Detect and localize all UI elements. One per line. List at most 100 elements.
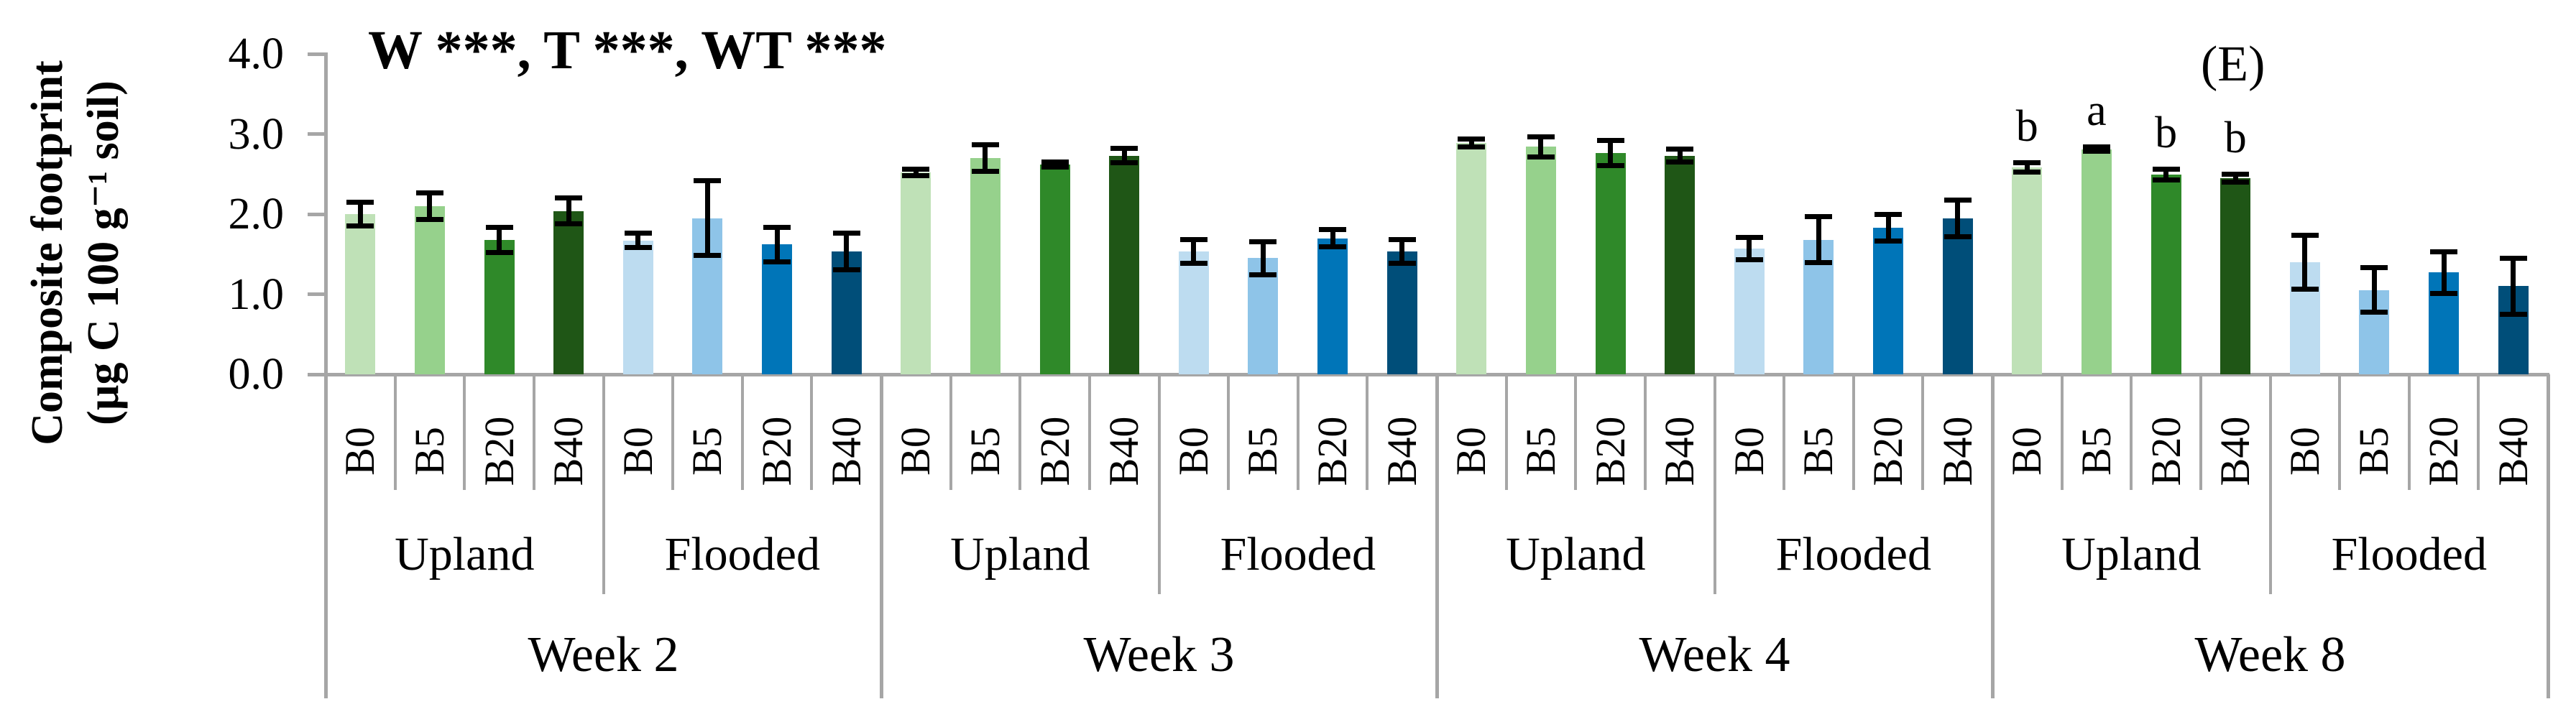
x-label-week8-upland-b20: B20 (2142, 416, 2189, 486)
y-axis-tick (308, 212, 326, 216)
cell-separator (1296, 374, 1300, 490)
error-bar-cap-bottom (2291, 287, 2319, 292)
x-label-week2-flooded-b40: B40 (822, 416, 870, 486)
bar-week3-flooded-b5 (1248, 258, 1279, 374)
error-bar-cap-top (2152, 167, 2180, 172)
x-label-week8-flooded-b0: B0 (2281, 427, 2328, 476)
error-bar-cap-top (2291, 232, 2319, 238)
error-bar-week2-flooded-b5 (694, 177, 722, 259)
bar-week4-flooded-b20 (1873, 228, 1904, 374)
x-label-week8-upland-b0: B0 (2003, 427, 2051, 476)
error-bar-line (1468, 136, 1474, 149)
error-bar-cap-top (902, 167, 930, 172)
water-label-week2-flooded: Flooded (664, 528, 820, 580)
x-label-week8-flooded-b40: B40 (2489, 416, 2536, 486)
x-label-week4-upland-b5: B5 (1517, 427, 1564, 476)
x-label-week8-flooded-b20: B20 (2420, 416, 2467, 486)
error-bar-week2-flooded-b40 (832, 231, 860, 273)
x-label-week8-flooded-b5: B5 (2350, 427, 2398, 476)
error-bar-line (2441, 249, 2447, 296)
x-label-week4-flooded-b5: B5 (1795, 427, 1842, 476)
error-bar-cap-bottom (1596, 163, 1624, 169)
x-label-week4-flooded-b20: B20 (1864, 416, 1912, 486)
error-bar-line (1538, 134, 1544, 160)
bar-week8-upland-b5 (2081, 149, 2112, 374)
cell-separator (1852, 374, 1855, 490)
error-bar-line (427, 190, 433, 223)
error-bar-cap-bottom (1458, 144, 1486, 149)
bar-week2-upland-b40 (553, 211, 584, 374)
x-label-week3-upland-b0: B0 (892, 427, 939, 476)
y-axis-tick (308, 372, 326, 376)
error-bar-cap-bottom (1944, 233, 1972, 239)
error-bar-line (1608, 138, 1614, 169)
error-bar-cap-bottom (971, 169, 999, 175)
week-label-week3: Week 3 (1083, 627, 1235, 683)
error-bar-week4-flooded-b20 (1874, 211, 1903, 244)
y-axis-tick (308, 52, 326, 56)
error-bar-week2-upland-b5 (415, 190, 443, 223)
group-separator (602, 374, 605, 594)
error-bar-week2-upland-b0 (346, 199, 374, 228)
error-bar-week8-upland-b40 (2222, 171, 2250, 185)
bar-week4-flooded-b0 (1734, 248, 1765, 374)
x-label-week4-flooded-b40: B40 (1933, 416, 1981, 486)
error-bar-week3-upland-b0 (902, 167, 930, 178)
bar-week8-upland-b40 (2220, 177, 2251, 374)
cell-separator (532, 374, 535, 490)
error-bar-week8-flooded-b5 (2360, 265, 2388, 315)
error-bar-cap-bottom (694, 253, 722, 259)
cell-separator (2338, 374, 2342, 490)
error-bar-cap-top (694, 177, 722, 183)
y-tick-label: 1.0 (228, 269, 285, 319)
error-bar-line (357, 199, 363, 228)
error-bar-cap-top (485, 224, 513, 230)
bar-week3-flooded-b20 (1317, 238, 1348, 374)
error-bar-cap-top (1805, 214, 1833, 219)
water-label-week3-upland: Upland (950, 528, 1090, 580)
error-bar-line (2163, 167, 2169, 183)
error-bar-cap-bottom (555, 221, 583, 226)
week-label-week4: Week 4 (1639, 627, 1790, 683)
error-bar-cap-bottom (902, 172, 930, 178)
bar-week4-upland-b0 (1456, 142, 1487, 374)
x-label-week4-upland-b0: B0 (1448, 427, 1495, 476)
error-bar-week2-upland-b40 (555, 195, 583, 226)
error-bar-cap-top (1944, 197, 1972, 203)
error-bar-line (844, 231, 850, 273)
cell-separator (2199, 374, 2202, 490)
error-bar-line (2302, 232, 2308, 292)
x-label-week2-flooded-b5: B5 (684, 427, 731, 476)
error-bar-week4-upland-b5 (1527, 134, 1555, 160)
error-bar-week8-flooded-b40 (2499, 256, 2527, 317)
error-bar-cap-top (1735, 235, 1763, 240)
error-bar-week8-flooded-b20 (2430, 249, 2458, 296)
error-bar-week2-upland-b20 (485, 224, 513, 255)
x-label-week3-flooded-b0: B0 (1169, 427, 1217, 476)
error-bar-line (566, 195, 571, 226)
error-bar-week4-flooded-b5 (1805, 214, 1833, 266)
error-bar-week4-upland-b20 (1596, 138, 1624, 169)
week-separator (1435, 374, 1439, 698)
bar-week4-upland-b5 (1525, 147, 1556, 374)
x-label-week2-upland-b20: B20 (475, 416, 523, 486)
cell-separator (2477, 374, 2480, 490)
error-bar-line (1885, 211, 1891, 244)
error-bar-week8-flooded-b0 (2291, 232, 2319, 292)
y-axis-tick (308, 292, 326, 296)
error-bar-cap-bottom (2499, 311, 2527, 317)
cell-separator (1643, 374, 1647, 490)
x-label-week8-upland-b40: B40 (2212, 416, 2259, 486)
x-label-week2-upland-b5: B5 (405, 427, 453, 476)
error-bar-cap-bottom (624, 245, 652, 251)
cell-separator (1087, 374, 1091, 490)
error-bar-cap-top (2013, 160, 2041, 166)
group-separator (1713, 374, 1716, 594)
error-bar-week4-upland-b40 (1666, 147, 1694, 165)
error-bar-line (1260, 239, 1266, 278)
error-bar-cap-top (832, 231, 860, 236)
x-label-week2-flooded-b0: B0 (614, 427, 661, 476)
bar-week2-upland-b0 (345, 214, 376, 374)
error-bar-line (704, 177, 710, 259)
